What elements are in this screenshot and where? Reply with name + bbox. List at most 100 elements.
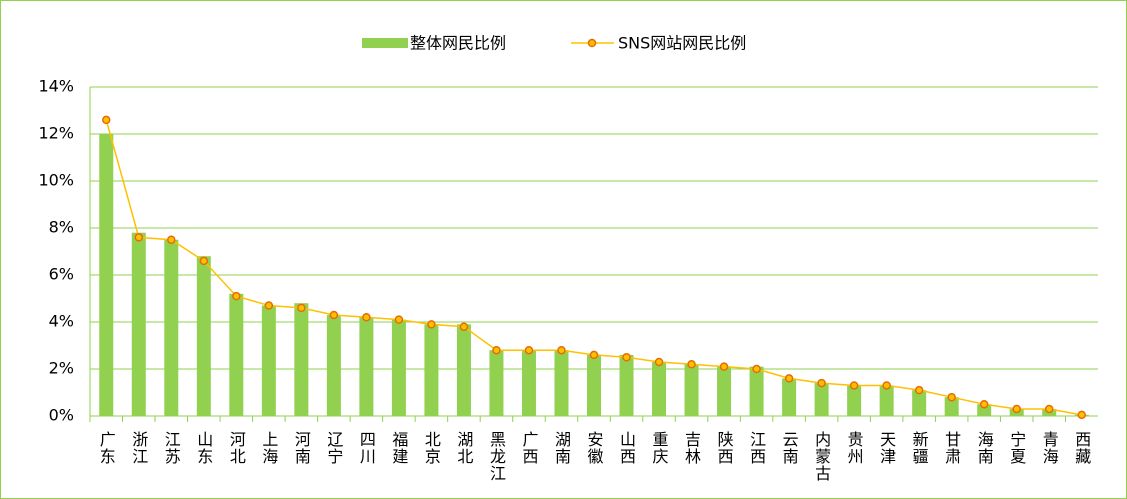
bar bbox=[847, 385, 862, 416]
bar bbox=[619, 354, 634, 416]
bar bbox=[131, 232, 146, 416]
x-tick-label: 浙江 bbox=[129, 431, 148, 465]
bar bbox=[684, 364, 699, 416]
marker bbox=[784, 374, 794, 383]
legend-label: 整体网民比例 bbox=[410, 34, 506, 53]
marker bbox=[1077, 410, 1086, 420]
bar bbox=[164, 239, 179, 416]
bar bbox=[294, 303, 309, 416]
bar bbox=[652, 361, 667, 416]
marker bbox=[264, 301, 274, 310]
x-tick-label: 海南 bbox=[975, 431, 994, 465]
marker bbox=[557, 345, 566, 355]
x-tick-label: 上海 bbox=[259, 431, 278, 465]
x-tick-label: 江西 bbox=[747, 431, 766, 465]
x-tick-label: 吉林 bbox=[682, 431, 701, 465]
x-tick-label: 江苏 bbox=[162, 431, 181, 465]
y-tick-label: 6% bbox=[49, 265, 74, 284]
marker bbox=[199, 256, 209, 266]
bar bbox=[229, 293, 244, 416]
y-tick-label: 0% bbox=[49, 406, 74, 425]
x-tick-label: 贵州 bbox=[845, 431, 864, 465]
x-tick-label: 河南 bbox=[292, 431, 311, 465]
bar bbox=[99, 134, 114, 416]
x-tick-label: 安徽 bbox=[585, 431, 604, 465]
bar bbox=[879, 385, 894, 416]
marker bbox=[134, 233, 144, 242]
y-tick-label: 2% bbox=[49, 359, 74, 378]
legend-swatch bbox=[362, 38, 408, 48]
x-tick-label: 广东 bbox=[97, 431, 116, 465]
marker bbox=[394, 315, 404, 324]
x-tick-label: 辽宁 bbox=[324, 431, 343, 465]
x-tick-label: 甘肃 bbox=[942, 431, 961, 465]
bar bbox=[814, 383, 829, 416]
x-tick-label: 山西 bbox=[617, 431, 636, 465]
marker bbox=[167, 235, 176, 244]
x-tick-label: 内蒙古 bbox=[812, 431, 831, 482]
marker bbox=[232, 291, 241, 301]
bar bbox=[717, 366, 732, 416]
marker bbox=[979, 400, 989, 409]
marker bbox=[622, 353, 631, 362]
marker bbox=[427, 320, 436, 329]
bar bbox=[196, 256, 211, 416]
bar bbox=[424, 324, 439, 416]
bar bbox=[521, 350, 536, 416]
bar bbox=[977, 404, 992, 416]
marker bbox=[362, 313, 371, 322]
marker bbox=[882, 381, 891, 390]
marker bbox=[524, 345, 534, 355]
x-tick-label: 湖南 bbox=[552, 431, 571, 465]
y-tick-label: 4% bbox=[49, 312, 74, 331]
x-tick-label: 福建 bbox=[389, 431, 408, 465]
x-tick-label: 重庆 bbox=[650, 431, 669, 465]
bar bbox=[359, 317, 374, 416]
x-tick-label: 宁夏 bbox=[1007, 431, 1026, 465]
x-tick-label: 河北 bbox=[227, 431, 246, 465]
marker bbox=[914, 385, 924, 395]
bar bbox=[554, 350, 569, 416]
marker bbox=[1012, 404, 1021, 414]
marker bbox=[492, 345, 501, 355]
marker bbox=[687, 360, 696, 369]
marker bbox=[654, 357, 664, 367]
bar bbox=[261, 305, 276, 416]
marker bbox=[1044, 404, 1054, 414]
bar bbox=[489, 350, 504, 416]
marker bbox=[947, 392, 956, 402]
x-tick-label: 广西 bbox=[519, 431, 538, 465]
marker bbox=[329, 310, 339, 320]
x-tick-label: 山东 bbox=[194, 431, 213, 465]
x-tick-label: 新疆 bbox=[910, 431, 929, 465]
x-tick-label: 青海 bbox=[1040, 431, 1059, 465]
marker bbox=[459, 322, 469, 331]
marker bbox=[849, 381, 859, 390]
x-tick-label: 黑龙江 bbox=[487, 431, 506, 482]
legend-marker bbox=[587, 38, 597, 48]
bar bbox=[782, 378, 797, 416]
bar bbox=[391, 319, 406, 416]
marker bbox=[719, 362, 729, 371]
bar bbox=[944, 397, 959, 416]
marker bbox=[752, 364, 761, 374]
x-tick-label: 四川 bbox=[357, 431, 376, 465]
x-tick-label: 陕西 bbox=[715, 431, 734, 465]
y-tick-label: 8% bbox=[49, 218, 74, 237]
x-tick-label: 西藏 bbox=[1072, 431, 1091, 465]
x-tick-label: 湖北 bbox=[454, 431, 473, 465]
bar bbox=[326, 314, 341, 416]
y-tick-label: 14% bbox=[38, 77, 74, 96]
x-tick-label: 天津 bbox=[877, 431, 896, 465]
marker bbox=[102, 115, 111, 125]
y-tick-label: 10% bbox=[38, 171, 74, 190]
bar bbox=[749, 366, 764, 416]
bar bbox=[587, 354, 601, 416]
x-tick-label: 北京 bbox=[422, 431, 441, 465]
bar bbox=[456, 324, 471, 416]
y-tick-label: 12% bbox=[38, 124, 74, 143]
x-tick-label: 云南 bbox=[780, 431, 799, 465]
marker bbox=[589, 350, 599, 360]
bar bbox=[912, 390, 927, 416]
